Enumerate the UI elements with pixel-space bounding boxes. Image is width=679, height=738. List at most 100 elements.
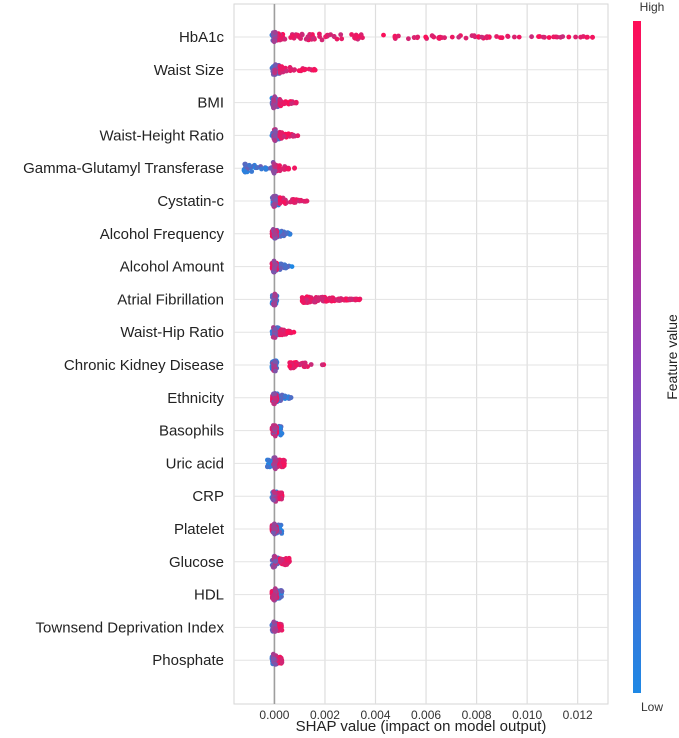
shap-point: [278, 432, 283, 438]
feature-label: Waist-Hip Ratio: [120, 324, 224, 341]
shap-point: [381, 32, 386, 38]
plot-area: [233, 3, 609, 705]
shap-point: [288, 199, 293, 205]
shap-point: [290, 33, 296, 39]
shap-point: [271, 401, 277, 407]
shap-point: [242, 162, 248, 168]
shap-point: [271, 98, 277, 104]
shap-point: [311, 67, 316, 73]
shap-point: [463, 35, 469, 41]
shap-point: [578, 34, 583, 40]
feature-label: CRP: [192, 488, 224, 505]
shap-point: [360, 35, 365, 41]
shap-point: [282, 36, 288, 42]
shap-point: [281, 463, 287, 469]
shap-point: [334, 36, 340, 42]
feature-label: Chronic Kidney Disease: [64, 357, 224, 374]
feature-label: HDL: [194, 587, 224, 604]
shap-point: [590, 34, 595, 40]
shap-point: [279, 588, 285, 594]
shap-point: [317, 34, 322, 39]
shap-point: [352, 35, 358, 41]
shap-point: [449, 34, 455, 40]
shap-point: [272, 586, 278, 592]
shap-point: [308, 362, 314, 367]
shap-point: [259, 166, 264, 172]
shap-point: [300, 299, 306, 305]
x-tick-label: 0.004: [360, 708, 390, 722]
feature-label: Townsend Deprivation Index: [36, 619, 225, 636]
shap-point: [272, 266, 277, 271]
feature-label: Platelet: [174, 521, 225, 538]
shap-point: [299, 32, 305, 38]
feature-label: BMI: [197, 95, 224, 112]
shap-point: [471, 33, 477, 39]
shap-point: [277, 425, 283, 431]
shap-point: [327, 295, 333, 301]
shap-point: [271, 497, 276, 503]
colorbar: [633, 21, 641, 693]
x-tick-labels-layer: 0.000 0.002 0.004 0.006 0.008 0.010 0.012: [259, 708, 593, 722]
shap-point: [272, 559, 278, 564]
shap-point: [277, 97, 283, 102]
shap-point: [272, 128, 278, 134]
shap-point: [323, 298, 329, 304]
colorbar-low-label: Low: [641, 700, 663, 714]
shap-point: [281, 134, 287, 139]
shap-point: [305, 34, 311, 40]
shap-point: [546, 35, 552, 40]
feature-label: Alcohol Amount: [120, 259, 225, 276]
feature-label: Cystatin-c: [157, 193, 224, 210]
shap-point: [285, 166, 291, 172]
shap-point: [505, 33, 510, 39]
shap-point: [566, 34, 572, 40]
shap-point: [281, 457, 286, 463]
shap-point: [512, 34, 517, 40]
shap-point: [271, 39, 277, 45]
shap-point: [272, 70, 278, 76]
shap-point: [271, 105, 277, 111]
shap-point: [479, 34, 485, 40]
shap-point: [560, 34, 566, 39]
shap-point: [272, 359, 278, 364]
feature-label: Alcohol Frequency: [100, 226, 225, 243]
shap-point: [311, 299, 317, 305]
shap-point: [319, 37, 325, 43]
shap-point: [273, 662, 278, 667]
x-tick-label: 0.010: [512, 708, 542, 722]
shap-point: [271, 258, 277, 264]
x-tick-label: 0.002: [310, 708, 340, 722]
shap-point: [285, 329, 291, 335]
shap-point: [272, 235, 278, 241]
shap-point: [272, 202, 278, 207]
shap-point: [281, 101, 287, 107]
shap-point: [272, 137, 277, 143]
shap-point: [272, 458, 278, 464]
shap-point: [277, 133, 283, 139]
feature-label: Glucose: [169, 554, 224, 571]
shap-point: [277, 195, 283, 201]
shap-point: [271, 619, 277, 625]
shap-point: [484, 35, 490, 41]
shap-point: [323, 34, 328, 40]
shap-point: [293, 99, 299, 105]
shap-point: [272, 164, 278, 170]
x-axis-title: SHAP value (impact on model output): [296, 718, 547, 735]
shap-point: [308, 299, 314, 304]
data-points-layer: [241, 29, 595, 667]
shap-point: [272, 363, 278, 369]
shap-point: [347, 296, 352, 302]
shap-point: [246, 162, 252, 168]
shap-point: [273, 425, 278, 431]
shap-point: [584, 34, 590, 40]
shap-point: [276, 163, 282, 169]
shap-point: [294, 362, 299, 368]
shap-point: [542, 34, 547, 40]
shap-point: [299, 295, 305, 300]
shap-point: [279, 556, 285, 562]
shap-point: [281, 199, 287, 205]
shap-point: [272, 94, 278, 100]
colorbar-title: Feature value: [664, 314, 679, 400]
shap-point: [436, 36, 442, 41]
shap-point: [272, 326, 278, 332]
